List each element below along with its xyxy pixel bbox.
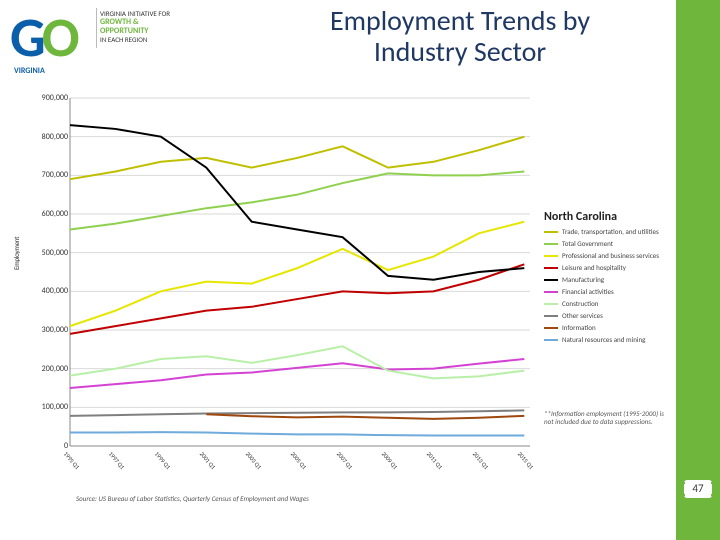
slide: GO VIRGINIA VIRGINIA INITIATIVE FOR GROW… bbox=[0, 0, 720, 540]
y-tick-label: 300,000 bbox=[34, 325, 68, 335]
legend-label: Professional and business services bbox=[562, 252, 659, 259]
y-tick-label: 900,000 bbox=[34, 93, 68, 103]
legend-swatch bbox=[544, 339, 558, 341]
legend-label: Construction bbox=[562, 300, 598, 307]
legend-swatch bbox=[544, 279, 558, 281]
legend-label: Natural resources and mining bbox=[562, 336, 645, 343]
logo-g: G bbox=[10, 4, 42, 72]
y-tick-label: 100,000 bbox=[34, 402, 68, 412]
logo-divider bbox=[96, 8, 97, 48]
legend-item: Total Government bbox=[544, 240, 666, 247]
legend-label: Leisure and hospitality bbox=[562, 264, 626, 271]
legend-item: Professional and business services bbox=[544, 252, 666, 259]
logo-line4: IN EACH REGION bbox=[100, 35, 147, 44]
y-tick-label: 800,000 bbox=[34, 132, 68, 142]
page-number-badge: 47 bbox=[684, 480, 712, 498]
legend-label: Trade, transportation, and utilities bbox=[562, 228, 659, 235]
y-tick-label: 600,000 bbox=[34, 209, 68, 219]
legend-swatch bbox=[544, 315, 558, 317]
legend-label: Manufacturing bbox=[562, 276, 604, 283]
legend-item: Leisure and hospitality bbox=[544, 264, 666, 271]
y-axis-label: Employment bbox=[12, 237, 21, 270]
logo-go-text: GO bbox=[10, 4, 76, 72]
legend-item: Natural resources and mining bbox=[544, 336, 666, 343]
legend-item: Financial activities bbox=[544, 288, 666, 295]
right-accent-bar bbox=[676, 0, 720, 540]
legend-item: Other services bbox=[544, 312, 666, 319]
legend-label: Total Government bbox=[562, 240, 613, 247]
legend-swatch bbox=[544, 231, 558, 233]
page-number: 47 bbox=[692, 482, 703, 495]
legend-label: Financial activities bbox=[562, 288, 614, 295]
y-tick-label: 400,000 bbox=[34, 286, 68, 296]
legend-item: Information bbox=[544, 324, 666, 331]
y-tick-label: 700,000 bbox=[34, 170, 68, 180]
legend-item: Construction bbox=[544, 300, 666, 307]
legend-title: North Carolina bbox=[544, 210, 666, 224]
legend-swatch bbox=[544, 267, 558, 269]
legend-swatch bbox=[544, 303, 558, 305]
legend-item: Manufacturing bbox=[544, 276, 666, 283]
y-tick-label: 0 bbox=[34, 441, 68, 451]
go-virginia-logo: GO VIRGINIA bbox=[10, 4, 76, 76]
source-note: Source: US Bureau of Labor Statistics, Q… bbox=[76, 494, 309, 503]
legend-item: Trade, transportation, and utilities bbox=[544, 228, 666, 235]
legend-swatch bbox=[544, 255, 558, 257]
legend-label: Information bbox=[562, 324, 596, 331]
logo-subtext: VIRGINIA INITIATIVE FOR GROWTH & OPPORTU… bbox=[100, 10, 170, 44]
legend-swatch bbox=[544, 327, 558, 329]
legend-swatch bbox=[544, 243, 558, 245]
line-chart bbox=[38, 92, 536, 478]
logo-o: O bbox=[42, 4, 76, 72]
chart-svg bbox=[38, 92, 536, 478]
legend-label: Other services bbox=[562, 312, 603, 319]
chart-footnote: **Information employment (1995-2000) is … bbox=[544, 410, 666, 426]
y-tick-label: 500,000 bbox=[34, 248, 68, 258]
slide-title: Employment Trends by Industry Sector bbox=[280, 6, 640, 68]
legend-swatch bbox=[544, 291, 558, 293]
chart-legend: North Carolina Trade, transportation, an… bbox=[544, 210, 666, 348]
y-tick-label: 200,000 bbox=[34, 364, 68, 374]
